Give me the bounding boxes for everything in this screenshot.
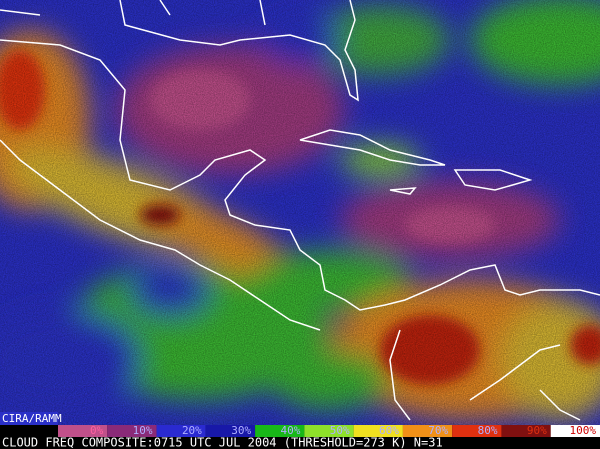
colorbar-swatch (550, 425, 600, 437)
colorbar-swatch (255, 425, 305, 437)
colorbar-label: 40% (280, 424, 300, 437)
colorbar-label: 0% (90, 424, 104, 437)
colorbar-swatch (452, 425, 502, 437)
colorbar-label: 60% (379, 424, 399, 437)
colorbar-swatch (501, 425, 551, 437)
colorbar-label: 70% (428, 424, 448, 437)
colorbar-label: 100% (570, 424, 597, 437)
caption: CLOUD FREQ COMPOSITE:0715 UTC JUL 2004 (… (2, 436, 443, 449)
map-texture (0, 0, 600, 425)
colorbar-swatch (107, 425, 157, 437)
colorbar-swatch (353, 425, 403, 437)
source-label-bg (0, 412, 58, 425)
colorbar-label: 80% (478, 424, 498, 437)
colorbar-swatch (205, 425, 256, 437)
colorbar-swatch (402, 425, 453, 437)
colorbar-label: 30% (231, 424, 251, 437)
colorbar-swatch (304, 425, 354, 437)
colorbar-label: 90% (527, 424, 547, 437)
colorbar-swatch (58, 425, 108, 437)
colorbar: 0% 10% 20% 30% 40% 50% 60% 70% 80% 90% 100% (0, 424, 600, 449)
source-label: CIRA/RAMM (2, 412, 62, 425)
colorbar-label: 20% (182, 424, 202, 437)
colorbar-label: 50% (330, 424, 350, 437)
coastlines (0, 0, 600, 421)
colorbar-swatch (156, 425, 206, 437)
colorbar-label: 10% (133, 424, 153, 437)
